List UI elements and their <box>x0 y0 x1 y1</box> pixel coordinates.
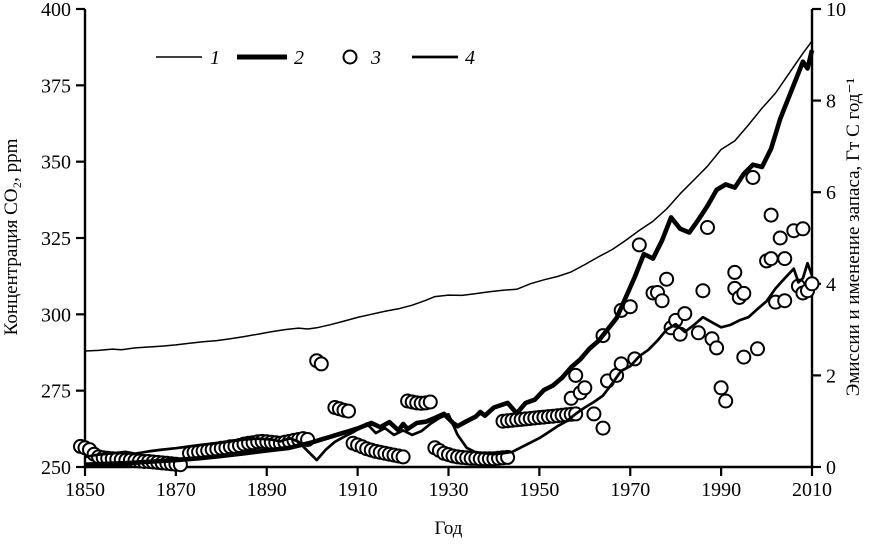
y-left-tick-label: 250 <box>41 457 71 479</box>
scatter-point <box>777 293 793 309</box>
y-left-tick-label: 275 <box>41 381 71 403</box>
x-tick-label: 1950 <box>519 479 559 501</box>
scatter-point <box>772 230 788 246</box>
scatter-point <box>586 406 602 422</box>
scatter-point <box>677 306 693 322</box>
scatter-point <box>709 340 725 356</box>
legend-sample-circle-3 <box>342 49 358 65</box>
legend-label-1: 1 <box>210 47 220 69</box>
x-tick-label: 1870 <box>156 479 196 501</box>
y-left-tick-label: 300 <box>41 304 71 326</box>
y-right-tick-label: 6 <box>826 182 836 204</box>
scatter-point <box>627 351 643 367</box>
x-tick-label: 2010 <box>792 479 832 501</box>
y-axis-right: 0 2 4 6 8 10 <box>810 0 846 479</box>
y-axis-left: 250 275 300 325 350 375 400 <box>41 0 87 479</box>
legend: 1 2 3 4 <box>156 47 475 69</box>
y-right-tick-label: 10 <box>826 0 846 21</box>
y-right-axis-title: Эмиссии и именение запаса, Гт С год⁻¹ <box>843 78 864 397</box>
x-axis: 1850 1870 1890 1910 1930 1950 1970 1990 2010 <box>65 465 832 501</box>
scatter-point <box>804 276 820 292</box>
scatter-point <box>736 349 752 365</box>
y-left-tick-label: 350 <box>41 152 71 174</box>
series-2-emissions-thick-line <box>84 49 815 467</box>
series-3-scatter-points <box>73 170 820 473</box>
scatter-point <box>341 403 356 419</box>
scatter-point <box>713 380 729 396</box>
scatter-point <box>795 221 811 237</box>
y-left-axis-title: Концентрация CO₂, ppm <box>1 138 22 335</box>
scatter-point <box>763 251 779 267</box>
scatter-point <box>718 393 734 409</box>
x-tick-label: 1910 <box>338 479 378 501</box>
x-tick-label: 1970 <box>610 479 650 501</box>
scatter-point <box>313 356 329 372</box>
scatter-point <box>631 237 647 253</box>
scatter-point <box>690 325 706 341</box>
scatter-point <box>777 251 793 267</box>
scatter-point <box>700 220 715 235</box>
scatter-point <box>577 380 593 396</box>
series-4-stock-change-line <box>84 261 814 462</box>
x-axis-title: Год <box>435 518 463 539</box>
legend-label-4: 4 <box>465 47 475 69</box>
y-left-tick-label: 375 <box>41 75 71 97</box>
scatter-point <box>736 285 752 301</box>
y-right-tick-label: 0 <box>826 457 836 479</box>
scatter-point <box>659 271 675 287</box>
x-tick-label: 1930 <box>429 479 469 501</box>
x-tick-label: 1850 <box>65 479 105 501</box>
scatter-point <box>745 170 761 185</box>
scatter-point <box>568 367 584 383</box>
scatter-point <box>763 207 779 223</box>
y-left-tick-label: 400 <box>41 0 71 21</box>
scatter-point <box>695 283 711 299</box>
scatter-point <box>750 341 765 357</box>
legend-label-2: 2 <box>294 47 304 69</box>
series-1-co2-concentration-line <box>84 40 813 352</box>
scatter-point <box>395 449 411 465</box>
scatter-point <box>654 293 670 309</box>
scatter-point <box>422 394 438 410</box>
y-left-tick-label: 325 <box>41 228 71 250</box>
x-tick-label: 1990 <box>701 479 741 501</box>
legend-label-3: 3 <box>370 47 381 69</box>
x-tick-label: 1890 <box>247 479 287 501</box>
scatter-point <box>727 264 743 280</box>
y-right-tick-label: 2 <box>826 365 836 387</box>
scatter-point <box>595 420 611 436</box>
y-right-tick-label: 8 <box>826 91 836 113</box>
y-right-tick-label: 4 <box>826 274 836 296</box>
